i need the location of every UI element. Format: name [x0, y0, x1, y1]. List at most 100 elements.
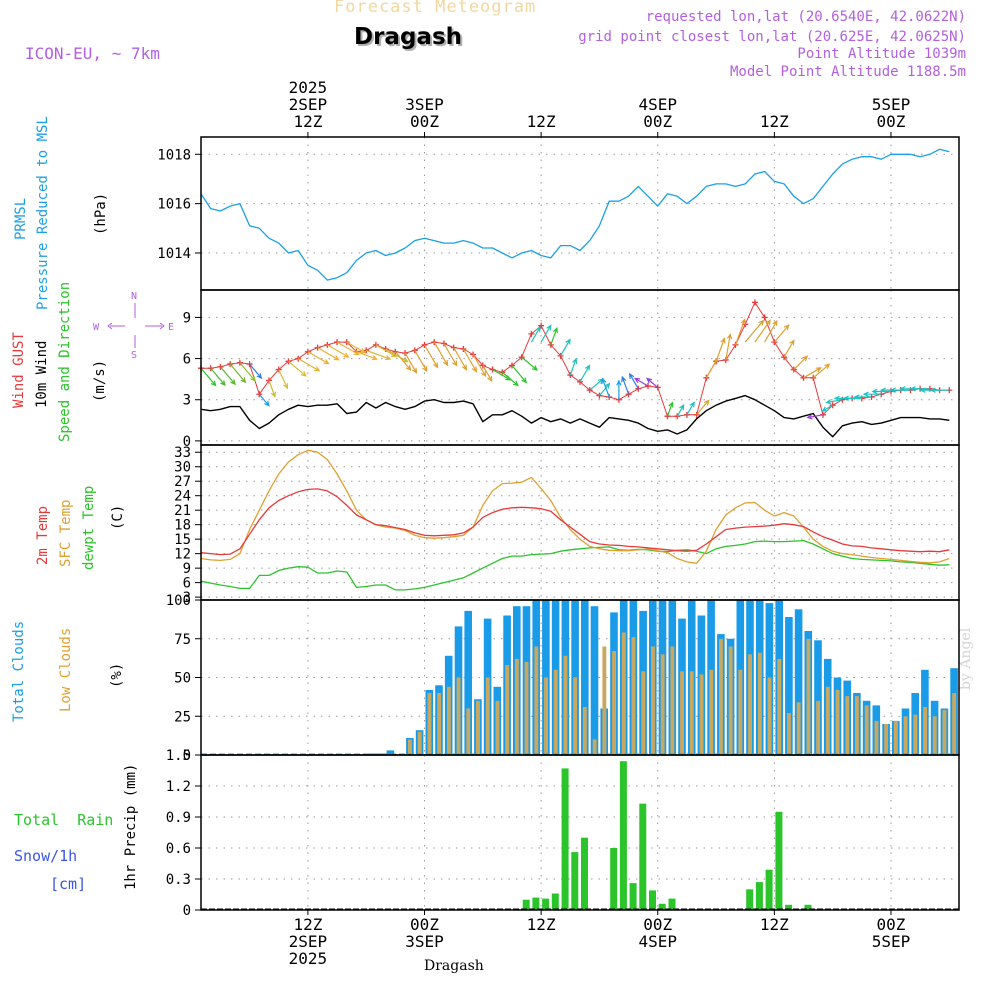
wind-arrow	[589, 378, 604, 391]
station-title: Dragash	[354, 24, 463, 50]
low-cloud-bar	[534, 646, 539, 755]
y-tick-label: 33	[174, 445, 191, 461]
gust-marker	[402, 350, 409, 357]
gust-marker	[227, 361, 234, 368]
low-cloud-bar	[602, 646, 607, 755]
low-cloud-bar	[884, 724, 889, 755]
low-cloud-bar	[835, 689, 840, 755]
bottom-time-label: 2SEP	[289, 932, 328, 951]
gust-marker	[567, 372, 574, 379]
low-cloud-bar	[913, 714, 918, 755]
gust-marker	[343, 339, 350, 346]
wind-arrow	[889, 387, 911, 393]
dewpoint-line	[200, 539, 950, 591]
total-cloud-bar	[785, 617, 793, 755]
gust-marker	[645, 383, 652, 390]
y-tick-label: 0.3	[166, 872, 191, 888]
bottom-time-label: 00Z	[643, 915, 672, 934]
y-tick-label: 27	[174, 474, 191, 490]
wind-arrow	[297, 358, 321, 372]
top-time-label: 3SEP	[405, 95, 444, 114]
low-cloud-bar	[787, 713, 791, 755]
y-tick-label: 24	[174, 489, 191, 505]
bottom-time-label: 12Z	[293, 915, 322, 934]
top-time-label: 00Z	[643, 112, 672, 131]
wind-arrow	[633, 377, 649, 387]
gust-marker	[411, 347, 418, 354]
wind-arrow	[793, 355, 809, 371]
wind-arrow	[550, 326, 558, 346]
wind-arrow	[621, 375, 630, 395]
bottom-time-label: 3SEP	[405, 932, 444, 951]
y-tick-label: 1016	[157, 197, 191, 213]
panel-frame	[200, 444, 960, 601]
wind-arrow	[501, 371, 519, 387]
point-altitude: Point Altitude 1039m	[797, 46, 966, 62]
wind-arrow	[862, 391, 882, 397]
footer-station: Dragash	[424, 958, 484, 974]
low-cloud-bar	[544, 677, 548, 755]
wind-arrow	[394, 351, 412, 371]
grid-layer	[201, 137, 959, 911]
rain-bar	[542, 898, 550, 910]
wind-arrow	[365, 349, 392, 361]
gust-marker	[421, 341, 428, 348]
wind-arrow	[278, 369, 289, 390]
y-tick-label: 50	[174, 671, 191, 687]
rain-bar	[658, 903, 666, 910]
rain-bar	[785, 904, 793, 910]
wind-unit: (m/s)	[92, 360, 108, 402]
gust-marker	[236, 359, 243, 366]
rain-bar	[765, 869, 773, 910]
rain-bar	[775, 811, 783, 910]
low-cloud-bar	[456, 677, 461, 755]
wind-dir-label: Speed and Direction	[57, 282, 73, 442]
pressure-name: PRMSL	[13, 198, 29, 240]
wind-arrow	[268, 380, 276, 398]
low-cloud-bar	[942, 710, 947, 755]
wind-arrow	[327, 344, 350, 358]
wind-arrow	[812, 363, 831, 379]
bottom-time-label: 2025	[289, 949, 328, 968]
top-time-label: 12Z	[760, 112, 789, 131]
gust-marker	[664, 413, 671, 420]
y-tick-label: 9	[183, 310, 191, 326]
top-time-label: 00Z	[877, 112, 906, 131]
wind-arrow	[773, 324, 790, 343]
gust-marker	[654, 384, 661, 391]
low-clouds-label: Low Clouds	[58, 628, 74, 712]
wind-arrow	[249, 363, 263, 380]
wind-arrow	[744, 319, 765, 343]
low-cloud-bar	[748, 654, 752, 756]
frame-layer: 1014101610180369369121518212427303302550…	[157, 78, 960, 968]
wind-arrow	[307, 351, 330, 365]
y-tick-label: 12	[174, 547, 191, 563]
y-tick-label: 15	[174, 532, 191, 548]
gust-marker	[285, 358, 292, 365]
low-cloud-bar	[660, 654, 665, 756]
low-cloud-bar	[952, 693, 957, 755]
rain-label: Total Rain	[14, 811, 113, 829]
y-tick-label: 0	[183, 748, 191, 764]
gust-marker	[683, 411, 690, 418]
low-cloud-bar	[825, 686, 830, 755]
rain-bar	[639, 803, 647, 910]
rain-bar	[804, 904, 812, 910]
low-cloud-bar	[903, 716, 908, 756]
rain-bar	[755, 882, 763, 910]
low-cloud-bar	[641, 671, 646, 755]
rain-bar	[532, 897, 540, 910]
low-cloud-bar	[612, 651, 616, 755]
gust-marker	[781, 354, 788, 361]
wind-arrow	[229, 363, 247, 384]
low-cloud-bar	[524, 662, 529, 755]
low-cloud-bar	[514, 658, 519, 755]
low-cloud-bar	[709, 669, 714, 756]
low-cloud-bar	[806, 638, 811, 756]
gust-marker	[693, 411, 700, 418]
snow-label: Snow/1h	[14, 847, 77, 865]
low-cloud-bar	[855, 696, 859, 755]
y-tick-label: 6	[183, 352, 191, 368]
low-cloud-bar	[427, 693, 432, 755]
